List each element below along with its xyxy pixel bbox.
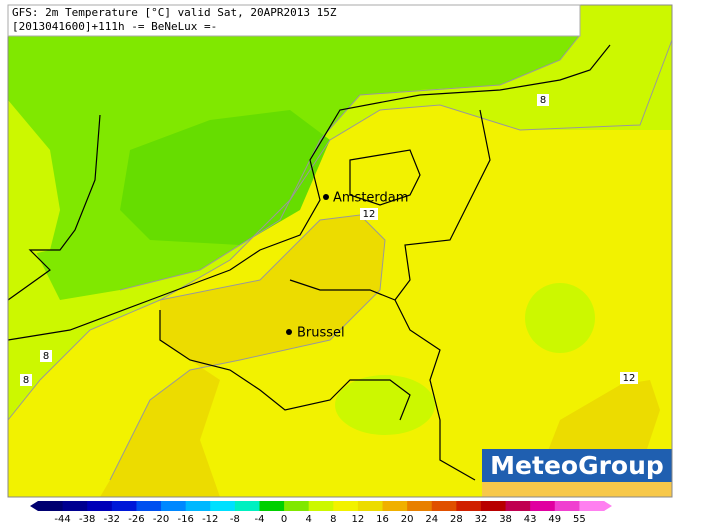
label-bg (360, 208, 378, 220)
logo-stripe (482, 482, 672, 497)
logo: MeteoGroup (482, 449, 672, 497)
colorbar-segment (62, 501, 88, 511)
city-label: Brussel (297, 326, 345, 341)
isoline (119, 34, 581, 291)
colorbar-segment (185, 501, 211, 511)
colorbar-segment (530, 501, 556, 511)
colorbar-tick-label: -26 (128, 514, 144, 525)
colorbar-tick-label: 0 (281, 514, 287, 525)
city-label: Amsterdam (333, 191, 408, 206)
colorbar-tick-label: -32 (104, 514, 120, 525)
colorbar-segment (161, 501, 187, 511)
colorbar-segment (407, 501, 433, 511)
city-marker (286, 329, 292, 335)
colorbar-tick-label: -4 (254, 514, 264, 525)
contour-label: 8 (23, 375, 29, 386)
colorbar-tick-label: 16 (376, 514, 389, 525)
colorbar-segment (284, 501, 310, 511)
colorbar-tick-label: -38 (79, 514, 95, 525)
zone-cool-south (335, 375, 435, 435)
colorbar-segment (210, 501, 236, 511)
colorbar-segment (111, 501, 137, 511)
coastline (7, 114, 101, 301)
colorbar-segment (480, 501, 507, 511)
map: Amsterdam Brussel 8 8 8 12 12 MeteoGroup (7, 4, 673, 498)
colorbar-segment (259, 501, 285, 511)
colorbar-tick-label: 28 (450, 514, 463, 525)
zone-cool-east (525, 283, 595, 353)
colorbar-tick-label: 8 (330, 514, 336, 525)
label-bg (537, 94, 549, 106)
zone-west (8, 100, 60, 260)
colorbar-segment (38, 501, 64, 511)
contour-label: 12 (363, 209, 376, 220)
colorbar-tick-label: -44 (54, 514, 70, 525)
border-fr (159, 310, 411, 421)
coastline (7, 44, 611, 341)
colorbar-segment (308, 501, 334, 511)
colorbar-tick-label: 24 (425, 514, 438, 525)
colorbar-segment (357, 501, 384, 511)
colorbar-tick-label: 43 (524, 514, 537, 525)
colorbar-tick-label: 20 (401, 514, 414, 525)
colorbar-tick-label: -16 (177, 514, 193, 525)
colorbar-tick-label: 55 (573, 514, 586, 525)
contour-label: 12 (623, 373, 636, 384)
colorbar-segment (579, 501, 605, 511)
colorbar-segment (505, 501, 531, 511)
colorbar-segment (456, 501, 482, 511)
colorbar-segment (333, 501, 359, 511)
colorbar-tick-label: 49 (548, 514, 561, 525)
label-bg (40, 350, 52, 362)
colorbar-tick-label: 4 (306, 514, 312, 525)
colorbar: -44 -38 -32 -26 -20 -16 -12 -8 -4 0 4 8 12 16 20 24 28 32… (30, 501, 612, 525)
colorbar-end (604, 501, 612, 511)
isoline (7, 39, 673, 421)
colorbar-end (30, 501, 38, 511)
border-be-nl (289, 279, 396, 301)
zone-12-16 (100, 215, 385, 497)
colorbar-segment (554, 501, 580, 511)
city-marker (323, 194, 329, 200)
header-title: GFS: 2m Temperature [°C] valid Sat, 20AP… (12, 6, 337, 19)
contour-label: 8 (540, 95, 546, 106)
colorbar-segment (382, 501, 408, 511)
contour-labels: 8 8 8 12 12 (20, 94, 638, 386)
colorbar-segment (234, 501, 260, 511)
colorbar-tick-label: 12 (352, 514, 365, 525)
colorbar-tick-label: 32 (475, 514, 488, 525)
colorbar-segment (87, 501, 113, 511)
colorbar-segment (136, 501, 162, 511)
colorbar-tick-label: 38 (499, 514, 512, 525)
zone-low (120, 110, 330, 245)
colorbar-tick-label: -8 (230, 514, 240, 525)
header-subtitle: [2013041600]+111h -= BeNeLux =- (12, 20, 217, 33)
isoline (109, 214, 386, 481)
ijsselmeer (349, 149, 421, 206)
label-bg (20, 374, 32, 386)
colorbar-segment (431, 501, 457, 511)
logo-text: MeteoGroup (490, 451, 664, 480)
label-bg (620, 372, 638, 384)
header-box (7, 4, 581, 37)
colorbar-tick-label: -20 (153, 514, 169, 525)
colorbar-tick-label: -12 (202, 514, 218, 525)
contour-label: 8 (43, 351, 49, 362)
